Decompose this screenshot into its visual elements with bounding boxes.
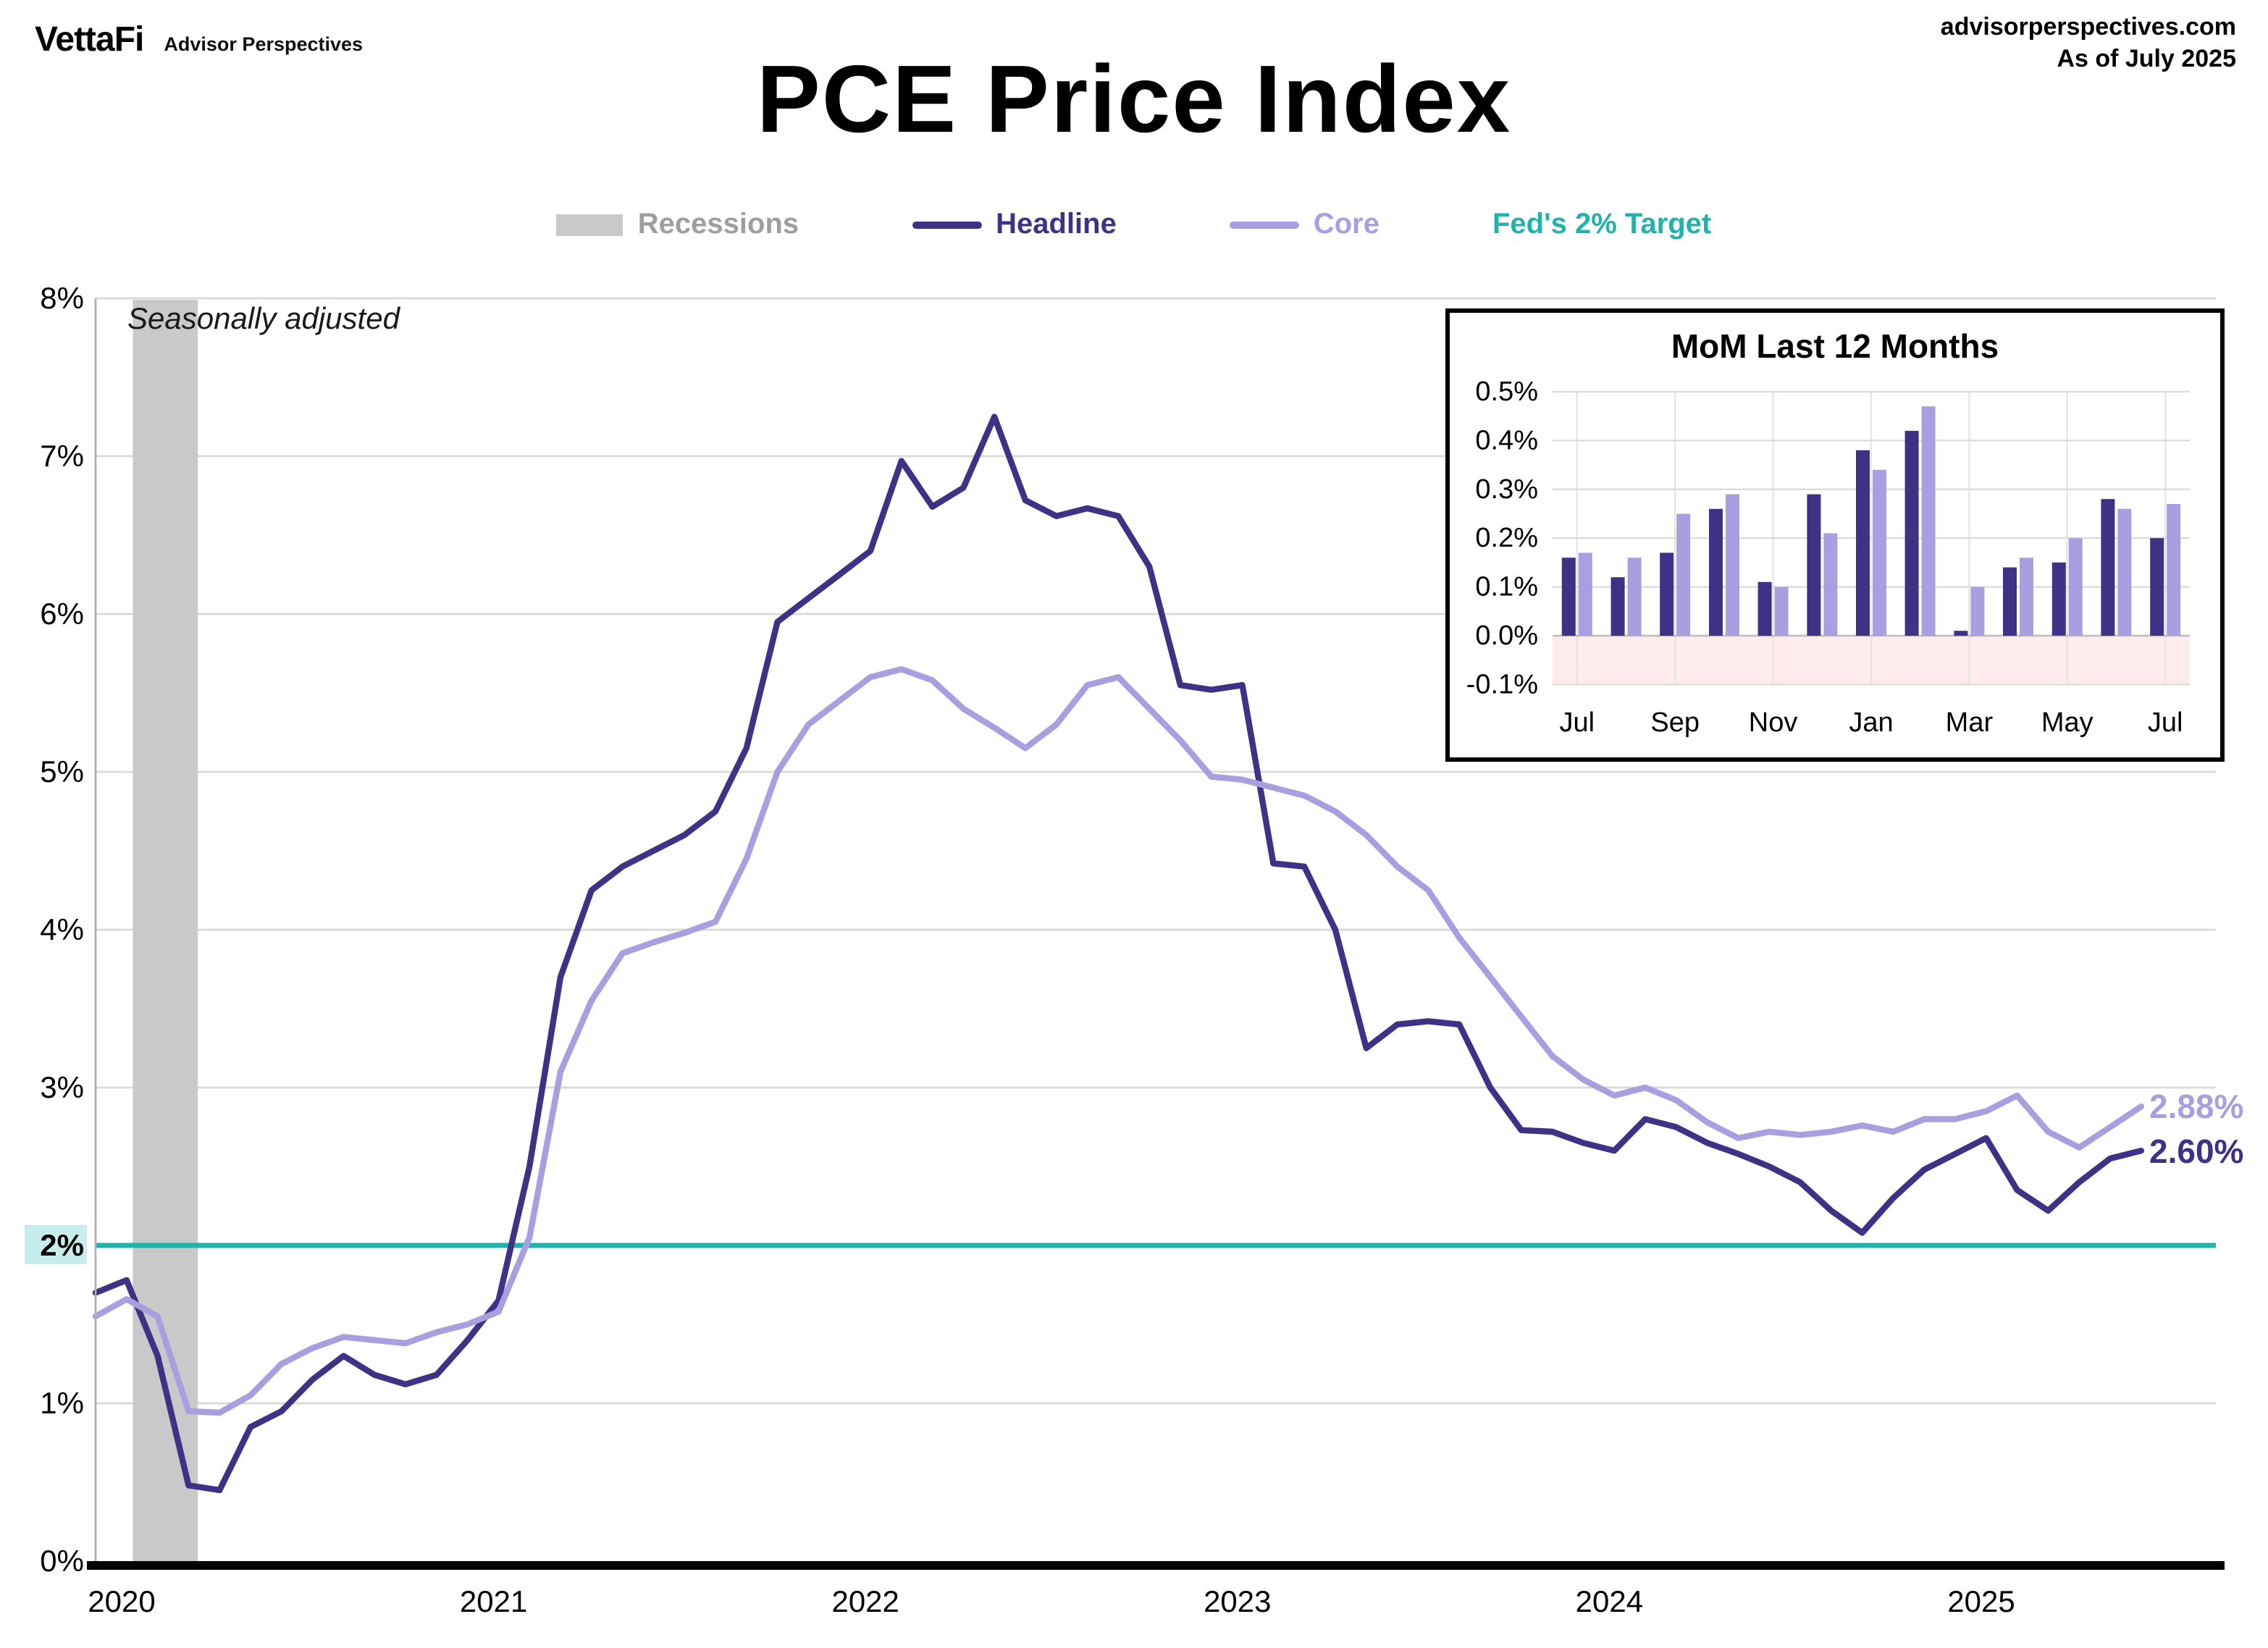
core-swatch [1229,222,1299,229]
bar-core [1726,494,1739,636]
y-axis-label: 8% [40,281,84,315]
y-axis-label: 2% [40,1228,84,1262]
y-axis-label: 1% [40,1386,84,1420]
x-axis-label: 2023 [1204,1584,1271,1618]
inset-y-axis-label: 0.0% [1475,621,1538,651]
series-lines-group [92,413,2216,1494]
inset-y-axis-label: 0.4% [1475,425,1538,455]
core-end-label: 2.88% [2149,1088,2243,1125]
legend-item-target: Fed's 2% Target [1492,209,1711,242]
legend-label-target: Fed's 2% Target [1492,209,1712,240]
line-headline [92,413,2145,1494]
inset-x-axis-label: Jan [1849,707,1893,738]
chart-legend: Recessions Headline Core Fed's 2% Target [0,209,2268,242]
bar-core [1578,552,1592,636]
x-axis-label: 2025 [1947,1584,2015,1618]
bar-headline [1904,431,1919,636]
bar-headline [2051,562,2066,636]
recession-swatch [556,214,623,236]
inset-x-axis-label: Sep [1650,707,1700,738]
bar-core [2068,538,2083,636]
legend-label-core: Core [1313,209,1379,240]
source-site: advisorperspectives.com [1940,13,2236,41]
inset-x-axis-label: Jul [2148,707,2183,738]
bar-headline [2101,499,2115,636]
recession-band-group [133,300,198,1561]
inset-y-axis-label: 0.5% [1475,377,1538,407]
vettafi-logo: VettaFi Advisor Perspectives [35,20,363,61]
y-axis-label: 0% [40,1544,84,1578]
inset-y-axis-label: 0.2% [1475,523,1538,553]
legend-label-headline: Headline [996,209,1117,240]
x-axis-label: 2021 [460,1584,527,1618]
bar-core [1823,533,1838,636]
seasonally-adjusted-note: Seasonally adjusted [127,301,401,335]
bar-headline [1807,494,1821,636]
y-axis-label: 5% [40,754,84,789]
x-axis-label: 2022 [831,1584,899,1618]
x-axis-line [87,1561,2225,1570]
bar-headline [1757,581,1772,636]
y-axis-label: 4% [40,912,84,946]
source-attribution: advisorperspectives.com As of July 2025 [1941,12,2236,75]
bar-core [1627,558,1642,636]
mom-inset-panel: 0.5% 0.4% 0.3% 0.2% 0.1% 0.0% -0.1% Jul Sep Nov Ja… [1445,308,2225,762]
inset-y-axis-label: 0.1% [1475,572,1538,602]
axes-group [87,298,2225,1570]
vettafi-logo-text: VettaFi [35,20,144,59]
headline-swatch [912,222,982,229]
bar-headline [1954,631,1968,636]
bar-core [1970,587,1985,636]
page-title: PCE Price Index [756,45,1512,152]
inset-x-axis-label: Jul [1560,707,1595,738]
bar-headline [1561,558,1576,636]
y-axis-label: 7% [40,439,84,473]
bar-core [1676,513,1691,636]
bar-headline [1856,450,1870,636]
legend-item-recessions: Recessions [556,209,799,242]
axis-labels-group: 0% 1% 2% 3% 4% 5% 6% 7% 8% 2020 2021 2022 2023 2024 20… [25,281,2015,1618]
line-core [92,666,2145,1416]
bar-headline [1709,508,1723,636]
bar-headline [1660,552,1674,636]
inset-x-axis-label: Mar [1946,707,1994,738]
as-of-date: As of July 2025 [2057,45,2236,73]
inset-y-axis-label: 0.3% [1475,474,1538,505]
bar-headline [2150,538,2164,636]
advisor-perspectives-label: Advisor Perspectives [164,33,364,55]
y-axis-label: 6% [40,597,84,631]
bar-core [1774,587,1789,636]
inset-x-axis-label: May [2041,707,2093,738]
legend-item-core: Core [1229,209,1379,242]
bar-headline [2003,567,2017,636]
two-percent-highlight [25,1225,87,1264]
bar-core [1921,406,1936,636]
headline-end-label: 2.60% [2149,1132,2243,1170]
x-axis-label: 2024 [1576,1584,1643,1618]
bar-core [2117,508,2132,636]
x-axis-label: 2020 [88,1584,155,1618]
legend-label-recessions: Recessions [637,209,799,240]
bar-core [2167,504,2181,636]
legend-item-headline: Headline [912,209,1117,242]
recession-band [133,300,198,1561]
inset-x-axis-label: Nov [1749,707,1798,738]
bar-core [1873,469,1886,636]
mom-inset-chart: 0.5% 0.4% 0.3% 0.2% 0.1% 0.0% -0.1% Jul Sep Nov Ja… [1466,377,2190,738]
mom-inset-title: MoM Last 12 Months [1671,327,1999,365]
bar-headline [1610,577,1625,636]
y-axis-label: 3% [40,1070,84,1104]
bar-core [2020,558,2033,636]
inset-y-axis-label: -0.1% [1466,669,1538,699]
